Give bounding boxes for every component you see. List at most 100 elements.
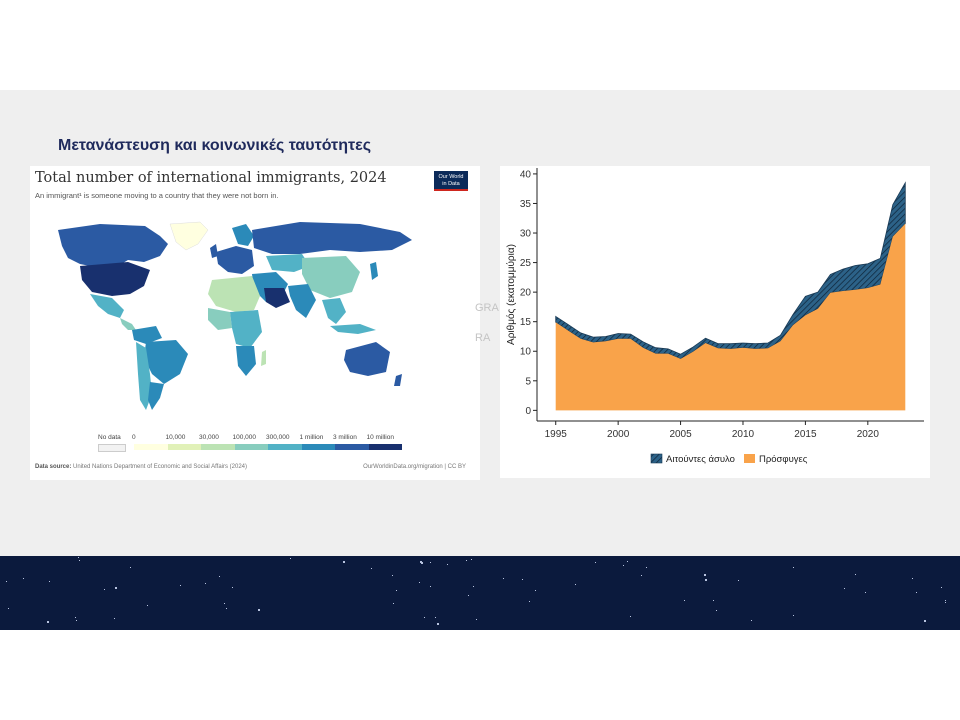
map-region-argentina[interactable] (148, 382, 164, 410)
map-region-new-zealand[interactable] (394, 374, 402, 386)
map-region-uk[interactable] (210, 244, 218, 258)
star (575, 584, 576, 585)
x-tick-label: 2010 (732, 429, 755, 440)
map-region-india[interactable] (288, 284, 316, 318)
map-region-western-europe[interactable] (216, 246, 254, 274)
map-region-southeast-asia[interactable] (322, 298, 346, 324)
oceania[interactable] (344, 342, 402, 386)
map-subtitle: An immigrant¹ is someone moving to a cou… (35, 191, 279, 200)
map-legend: No data 0 10,000 30,000 100,000 300,000 1 mill… (30, 434, 480, 456)
star (916, 592, 917, 593)
star (130, 567, 131, 568)
refugees-chart-panel: 0 5 10 15 20 25 30 35 40 1995 2000 2005 2010 2015 2020… (500, 166, 930, 478)
y-tick-label: 35 (520, 199, 532, 210)
star (8, 608, 9, 609)
star (76, 620, 77, 621)
y-tick-label: 40 (520, 169, 532, 180)
star (713, 600, 714, 601)
legend-label: 10 million (366, 434, 394, 441)
south-america[interactable] (132, 326, 188, 410)
russia-asia[interactable] (252, 222, 412, 334)
star (226, 608, 227, 609)
star (371, 568, 372, 569)
star (522, 579, 523, 580)
map-region-japan[interactable] (370, 262, 378, 280)
map-region-australia[interactable] (344, 342, 390, 376)
star (343, 561, 345, 563)
refugees-area-chart[interactable]: 0 5 10 15 20 25 30 35 40 1995 2000 2005 2010 2015 2020… (500, 166, 930, 478)
map-region-kazakhstan[interactable] (266, 254, 310, 272)
star (79, 560, 80, 561)
map-region-russia[interactable] (252, 222, 412, 254)
map-title: Total number of international immigrants… (35, 170, 387, 186)
map-region-indonesia[interactable] (330, 324, 376, 334)
star (716, 610, 717, 611)
star (471, 559, 472, 560)
legend-swatch (201, 444, 235, 450)
legend-swatch-no-data (98, 444, 126, 452)
map-region-central-america[interactable] (120, 318, 136, 330)
map-region-andes[interactable] (136, 342, 152, 410)
map-region-greenland[interactable] (169, 221, 209, 251)
star (476, 619, 477, 620)
star (258, 609, 260, 611)
map-region-mexico[interactable] (90, 294, 124, 318)
legend-label: 100,000 (232, 434, 257, 441)
map-region-southern-africa[interactable] (236, 346, 256, 376)
star (430, 562, 431, 563)
legend-label: 10,000 (165, 434, 186, 441)
map-region-usa[interactable] (80, 262, 150, 296)
map-region-north-africa[interactable] (208, 276, 260, 312)
map-region-mongolia-china[interactable] (302, 256, 360, 298)
star (75, 617, 76, 618)
star (912, 578, 913, 579)
north-america[interactable] (58, 221, 209, 330)
owid-logo[interactable]: Our World in Data (434, 171, 468, 191)
map-region-madagascar[interactable] (261, 350, 266, 366)
star (684, 600, 685, 601)
star (393, 603, 394, 604)
star (941, 587, 942, 588)
legend-swatch (368, 444, 402, 450)
faint-watermark-2: RA (475, 332, 491, 344)
star (219, 576, 220, 577)
star (78, 557, 79, 558)
star (114, 618, 115, 619)
legend-swatch-asylum-seekers (650, 453, 663, 464)
star (468, 595, 469, 596)
legend-swatch (335, 444, 369, 450)
map-region-saudi-arabia[interactable] (264, 288, 290, 308)
map-region-brazil[interactable] (144, 340, 188, 384)
world-map[interactable] (40, 214, 420, 414)
star (623, 565, 624, 566)
star (437, 623, 439, 625)
map-url-link[interactable]: OurWorldinData.org/migration | CC BY (363, 464, 466, 470)
map-region-scandinavia[interactable] (232, 224, 254, 246)
map-region-canada[interactable] (58, 224, 168, 268)
legend-label: 3 million (333, 434, 357, 441)
map-source-text: United Nations Department of Economic an… (73, 464, 248, 470)
star (430, 586, 431, 587)
star (630, 616, 631, 617)
x-tick-label: 1995 (545, 429, 568, 440)
star (529, 601, 530, 602)
y-tick-label: 0 (525, 406, 531, 417)
map-region-colombia-venezuela[interactable] (132, 326, 162, 344)
map-region-central-africa[interactable] (230, 310, 262, 348)
x-tick-label: 2020 (857, 429, 880, 440)
star (180, 585, 181, 586)
star (421, 562, 423, 564)
star (641, 575, 642, 576)
africa[interactable] (208, 276, 266, 376)
star (705, 579, 707, 581)
legend-label: 30,000 (199, 434, 219, 441)
legend-label-asylum-seekers: Αιτούντες άσυλο (666, 454, 735, 465)
series-refugees-area[interactable] (555, 223, 906, 411)
star (503, 578, 504, 579)
legend-swatch (234, 444, 268, 450)
europe[interactable] (210, 224, 254, 274)
star (924, 620, 926, 622)
map-region-west-africa[interactable] (208, 308, 232, 330)
star (945, 602, 946, 603)
faint-watermark-1: GRA (475, 302, 499, 314)
